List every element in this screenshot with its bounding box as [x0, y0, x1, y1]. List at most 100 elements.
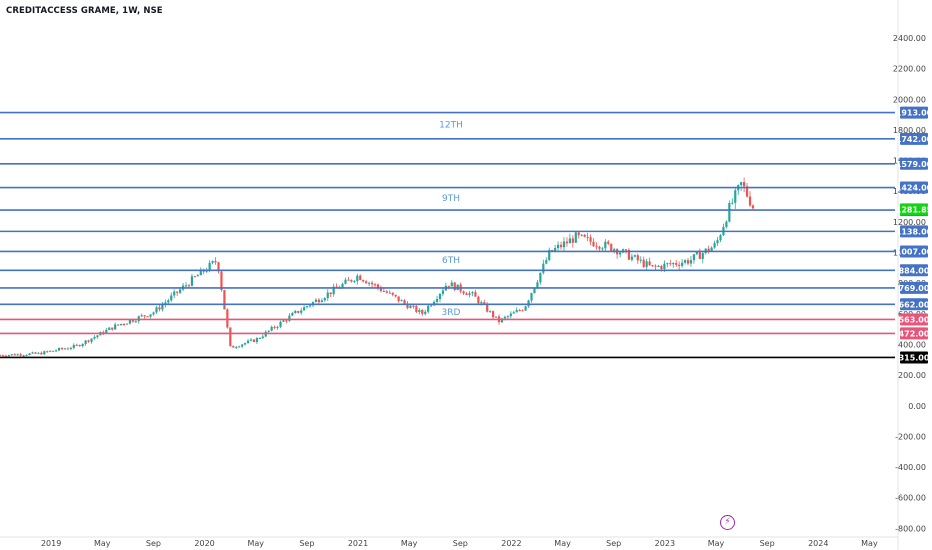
- y-tick-label: 2200.00: [893, 65, 926, 74]
- candle-body: [16, 354, 19, 356]
- candle-body: [326, 292, 329, 299]
- candle-body: [146, 316, 149, 318]
- candle-body: [403, 300, 406, 304]
- candle-body: [751, 205, 755, 209]
- candle-body: [409, 305, 412, 309]
- level-label: 315.00: [899, 353, 930, 362]
- x-tick-label: May: [401, 539, 418, 548]
- candle-body: [190, 276, 194, 286]
- candle-body: [435, 299, 439, 302]
- candle-body: [556, 244, 560, 249]
- candle-body: [223, 289, 226, 310]
- candle-body: [624, 249, 628, 251]
- level-tag: [900, 245, 928, 258]
- candle-body: [249, 339, 253, 341]
- y-tick-label: -200.00: [895, 432, 926, 441]
- y-tick-label: -400.00: [895, 463, 926, 472]
- candle-body: [678, 264, 681, 266]
- candle-body: [692, 254, 696, 261]
- candle-body: [10, 354, 13, 356]
- candle-body: [607, 241, 610, 244]
- zone-label: 12TH: [439, 120, 463, 130]
- candle-body: [143, 315, 146, 317]
- candle-body: [217, 262, 220, 272]
- current-price-tag: [900, 203, 928, 216]
- candle-body: [235, 347, 238, 349]
- candle-body: [486, 304, 489, 312]
- candle-body: [72, 344, 75, 348]
- candle-body: [406, 303, 409, 309]
- candle-body: [601, 248, 604, 250]
- level-label: 769.00: [899, 284, 930, 293]
- candle-body: [300, 310, 303, 313]
- candle-body: [568, 238, 571, 244]
- candle-body: [241, 344, 244, 347]
- candle-body: [25, 355, 28, 357]
- level-label: 1913.00: [896, 109, 932, 118]
- candle-body: [261, 336, 264, 338]
- x-tick-label: 2023: [655, 539, 675, 548]
- candle-body: [22, 355, 25, 357]
- candle-body: [477, 296, 480, 304]
- candle-body: [610, 243, 613, 251]
- x-tick-label: 2021: [348, 539, 368, 548]
- candle-body: [400, 300, 403, 302]
- candle-body: [111, 327, 114, 330]
- level-label: 472.00: [899, 329, 930, 338]
- candle-body: [669, 263, 672, 265]
- candle-body: [627, 250, 631, 260]
- candle-body: [288, 315, 291, 321]
- candle-body: [105, 329, 108, 334]
- candle-body: [279, 321, 282, 327]
- candle-body: [161, 304, 164, 310]
- candle-body: [379, 287, 383, 291]
- y-tick-label: 200.00: [898, 371, 926, 380]
- candle-body: [332, 286, 335, 295]
- candle-body: [282, 320, 285, 322]
- lightning-icon[interactable]: ⚡: [720, 515, 735, 530]
- candle-body: [743, 182, 746, 187]
- x-tick-label: May: [247, 539, 264, 548]
- candle-body: [397, 296, 400, 302]
- candle-body: [716, 240, 719, 244]
- candle-body: [438, 293, 442, 300]
- y-tick-label: 400.00: [898, 340, 926, 349]
- candle-body: [365, 281, 368, 284]
- candle-body: [660, 265, 663, 269]
- candle-body: [368, 282, 371, 284]
- candle-body: [128, 320, 132, 324]
- x-tick-label: Sep: [146, 539, 161, 548]
- candle-body: [468, 293, 471, 296]
- x-tick-label: Sep: [299, 539, 314, 548]
- x-tick-label: Sep: [453, 539, 468, 548]
- level-tag: [900, 157, 928, 170]
- candle-body: [388, 292, 391, 294]
- candle-body: [630, 256, 634, 260]
- candle-body: [0, 355, 2, 357]
- candle-body: [707, 248, 710, 252]
- candle-body: [586, 236, 589, 238]
- candle-body: [285, 320, 288, 322]
- y-tick-label: 2400.00: [893, 34, 926, 43]
- candle-body: [119, 323, 123, 326]
- candle-body: [122, 323, 126, 325]
- candle-body: [55, 350, 58, 352]
- candle-body: [37, 352, 40, 354]
- level-tag: [900, 264, 928, 277]
- candle-body: [686, 260, 690, 264]
- candle-body: [57, 347, 61, 351]
- x-tick-label: Sep: [760, 539, 775, 548]
- candle-body: [31, 352, 34, 354]
- x-tick-label: 2022: [501, 539, 521, 548]
- candle-body: [238, 346, 241, 348]
- candle-body: [580, 234, 583, 236]
- candle-body: [554, 248, 557, 252]
- candle-body: [229, 327, 232, 347]
- candle-body: [320, 300, 323, 303]
- candle-body: [391, 292, 394, 295]
- candle-body: [731, 202, 734, 204]
- candle-body: [60, 347, 64, 349]
- candle-body: [84, 340, 87, 344]
